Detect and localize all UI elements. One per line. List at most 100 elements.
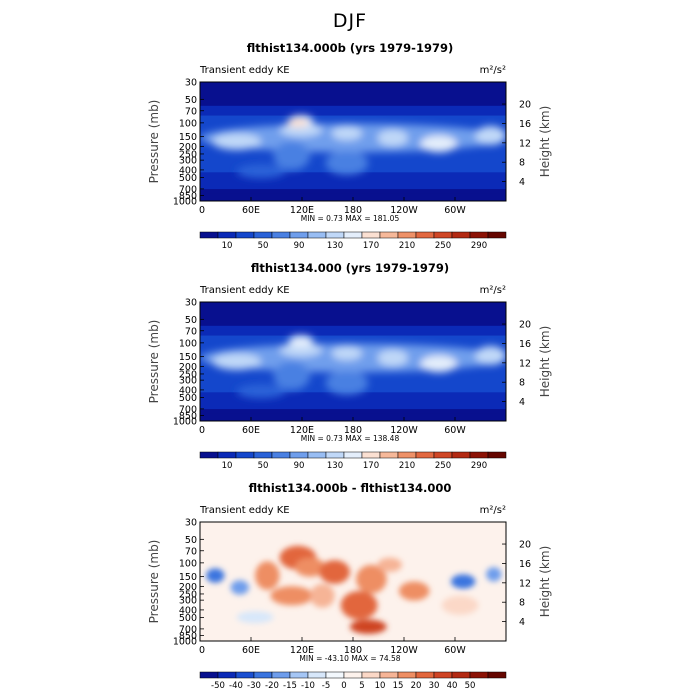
panel-min-max: MIN = 0.73 MAX = 181.05 bbox=[301, 214, 400, 223]
pressure-tick-label: 1000 bbox=[173, 417, 197, 428]
panel-units: m²/s² bbox=[480, 285, 506, 296]
pressure-tick-label: 250 bbox=[179, 369, 197, 380]
colorbar-swatch bbox=[199, 231, 219, 239]
colorbar-swatch bbox=[469, 451, 489, 459]
colorbar-label: 170 bbox=[363, 241, 379, 251]
pressure-tick-label: 30 bbox=[185, 298, 197, 309]
colorbar-swatch bbox=[217, 671, 237, 679]
panel-variable-label: Transient eddy KE bbox=[199, 285, 290, 296]
height-tick-label: 4 bbox=[519, 397, 525, 408]
height-axis-label: Height (km) bbox=[538, 546, 552, 617]
colorbar-swatch bbox=[451, 671, 471, 679]
longitude-tick-label: 60E bbox=[242, 205, 260, 216]
field-blob bbox=[212, 133, 262, 150]
height-tick-label: 4 bbox=[519, 177, 525, 188]
colorbar-swatch bbox=[397, 231, 417, 239]
colorbar-swatch bbox=[469, 231, 489, 239]
longitude-axis: 0 60E 120E 180 120W 60W bbox=[199, 197, 466, 216]
colorbar-swatch bbox=[325, 671, 345, 679]
field-blobs bbox=[200, 335, 506, 399]
colorbar-swatch bbox=[235, 231, 255, 239]
colorbar-label: 130 bbox=[327, 241, 343, 251]
colorbar-label: 30 bbox=[429, 681, 440, 691]
colorbar-swatch bbox=[379, 671, 399, 679]
pressure-tick-label: 150 bbox=[179, 352, 197, 363]
colorbar-swatch bbox=[307, 671, 327, 679]
field-blob bbox=[273, 141, 311, 171]
height-tick-label: 8 bbox=[519, 378, 525, 389]
height-tick-label: 12 bbox=[519, 578, 531, 589]
colorbar-swatch bbox=[379, 231, 399, 239]
height-axis-label: Height (km) bbox=[538, 106, 552, 177]
field-blob bbox=[398, 581, 430, 601]
colorbar-label: -30 bbox=[247, 681, 261, 691]
colorbar-swatch bbox=[325, 231, 345, 239]
field-blob bbox=[236, 611, 274, 624]
field-blob bbox=[420, 355, 458, 373]
pressure-tick-label: 500 bbox=[179, 393, 197, 404]
field-blob bbox=[279, 122, 323, 137]
colorbar-swatch bbox=[343, 231, 363, 239]
pressure-tick-label: 150 bbox=[179, 572, 197, 583]
colorbar-swatch bbox=[289, 231, 309, 239]
pressure-tick-label: 50 bbox=[185, 535, 197, 546]
height-tick-label: 16 bbox=[519, 119, 531, 130]
field-blob bbox=[349, 619, 387, 634]
pressure-tick-label: 250 bbox=[179, 589, 197, 600]
pressure-tick-label: 400 bbox=[179, 385, 197, 396]
pressure-tick-label: 700 bbox=[179, 404, 197, 415]
colorbar-label: -5 bbox=[322, 681, 330, 691]
colorbar-label: 15 bbox=[393, 681, 404, 691]
pressure-tick-label: 30 bbox=[185, 78, 197, 89]
panel-1: flthist134.000b (yrs 1979-1979) Transient… bbox=[147, 41, 552, 251]
panel-3: flthist134.000b - flthist134.000 Transien… bbox=[147, 481, 552, 691]
colorbar-swatch bbox=[253, 231, 273, 239]
height-tick-label: 8 bbox=[519, 598, 525, 609]
pressure-axis-label: Pressure (mb) bbox=[147, 100, 161, 184]
colorbar-swatch bbox=[433, 671, 453, 679]
pressure-tick-label: 850 bbox=[179, 411, 197, 422]
panel-min-max: MIN = -43.10 MAX = 74.58 bbox=[299, 654, 400, 663]
pressure-tick-label: 850 bbox=[179, 191, 197, 202]
pressure-tick-label: 200 bbox=[179, 362, 197, 373]
field-band bbox=[200, 325, 506, 336]
colorbar-swatch bbox=[379, 451, 399, 459]
colorbar-label: -50 bbox=[211, 681, 225, 691]
field-blob bbox=[420, 135, 458, 153]
longitude-tick-label: 60W bbox=[444, 205, 466, 216]
pressure-tick-label: 70 bbox=[185, 546, 197, 557]
panel-field bbox=[200, 302, 506, 421]
field-blob bbox=[486, 567, 502, 582]
colorbar-swatch bbox=[343, 451, 363, 459]
colorbar-swatch bbox=[217, 231, 237, 239]
field-blob bbox=[377, 557, 402, 572]
height-tick-label: 20 bbox=[519, 100, 531, 111]
longitude-tick-label: 60W bbox=[444, 425, 466, 436]
pressure-axis-label: Pressure (mb) bbox=[147, 540, 161, 624]
longitude-tick-label: 120E bbox=[290, 205, 314, 216]
panel-title: flthist134.000 (yrs 1979-1979) bbox=[251, 261, 449, 275]
pressure-tick-label: 400 bbox=[179, 605, 197, 616]
pressure-tick-label: 100 bbox=[179, 558, 197, 569]
panel-field bbox=[200, 82, 506, 201]
pressure-tick-label: 50 bbox=[185, 95, 197, 106]
colorbar-swatch bbox=[271, 671, 291, 679]
field-blob bbox=[230, 580, 249, 595]
colorbar-swatch bbox=[253, 451, 273, 459]
longitude-tick-label: 120W bbox=[390, 645, 418, 656]
pressure-tick-label: 300 bbox=[179, 376, 197, 387]
panel-2: flthist134.000 (yrs 1979-1979) Transient … bbox=[147, 261, 552, 471]
field-blob bbox=[236, 384, 286, 399]
colorbar-swatch bbox=[235, 451, 255, 459]
pressure-tick-label: 500 bbox=[179, 613, 197, 624]
longitude-tick-label: 60W bbox=[444, 645, 466, 656]
colorbar-swatch bbox=[253, 671, 273, 679]
colorbar-label: 170 bbox=[363, 461, 379, 471]
colorbar-swatch bbox=[361, 231, 381, 239]
height-axis-label: Height (km) bbox=[538, 326, 552, 397]
colorbar-swatch bbox=[235, 671, 255, 679]
longitude-axis: 0 60E 120E 180 120W 60W bbox=[199, 637, 466, 656]
pressure-tick-label: 70 bbox=[185, 326, 197, 337]
field-blobs bbox=[206, 545, 502, 634]
colorbar-label: 5 bbox=[359, 681, 364, 691]
